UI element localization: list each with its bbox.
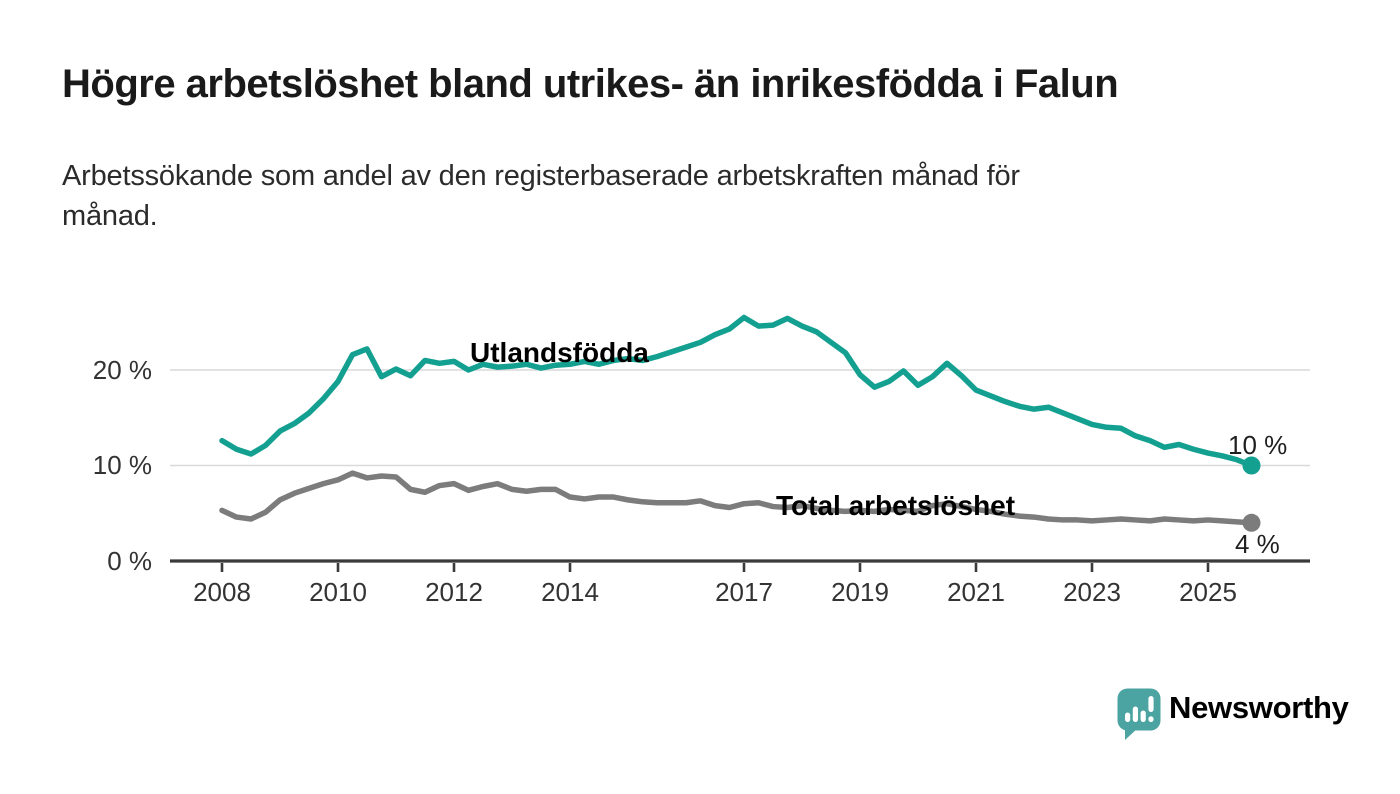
x-tick-2019: 2019 xyxy=(831,577,889,607)
end-dot xyxy=(1242,513,1261,532)
newsworthy-wordmark: Newsworthy xyxy=(1169,690,1349,725)
newsworthy-logo-icon xyxy=(1117,688,1161,740)
end-value-utlandsfodda: 10 % xyxy=(1228,430,1288,460)
series-label-utlandsfodda: Utlandsfödda xyxy=(470,337,649,368)
x-tick-2023: 2023 xyxy=(1063,577,1121,607)
x-tick-2012: 2012 xyxy=(425,577,483,607)
y-tick-10: 10 % xyxy=(92,450,152,480)
x-tick-2017: 2017 xyxy=(715,577,773,607)
y-tick-0: 0 % xyxy=(107,546,152,576)
series-label-total-arbetsloshet: Total arbetslöshet xyxy=(776,490,1016,521)
subtitle-line-2: månad. xyxy=(62,200,158,232)
end-dot xyxy=(1242,456,1261,475)
x-tick-2008: 2008 xyxy=(193,577,251,607)
x-tick-2025: 2025 xyxy=(1179,577,1237,607)
x-tick-2014: 2014 xyxy=(541,577,599,607)
series-line-utlandsf-dda xyxy=(219,314,1255,469)
page-title: Högre arbetslöshet bland utrikes- än inr… xyxy=(62,62,1119,106)
series-line-total-arbetsl-shet xyxy=(219,470,1255,526)
y-tick-20: 20 % xyxy=(92,355,152,385)
subtitle: Arbetssökande som andel av den registerb… xyxy=(62,156,1020,236)
end-value-total: 4 % xyxy=(1235,529,1280,559)
subtitle-line-1: Arbetssökande som andel av den registerb… xyxy=(62,160,1020,192)
x-tick-2010: 2010 xyxy=(309,577,367,607)
x-tick-2021: 2021 xyxy=(947,577,1005,607)
